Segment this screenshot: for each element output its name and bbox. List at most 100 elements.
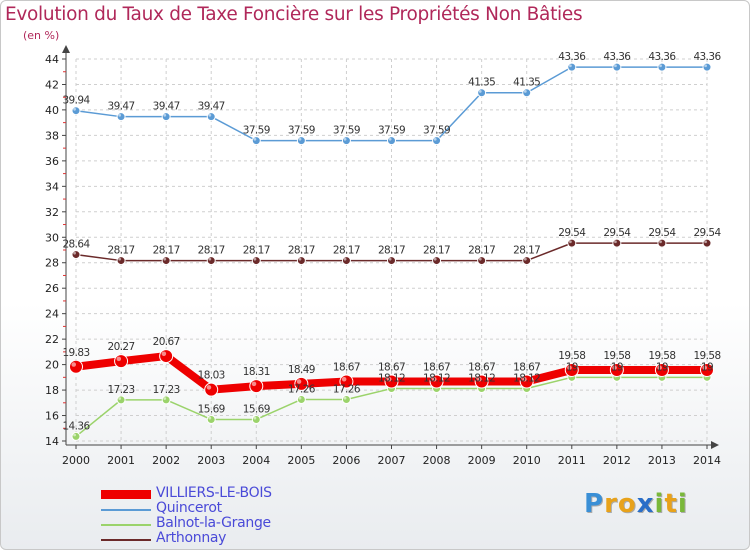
data-point-shine: [73, 433, 76, 437]
data-point: [116, 395, 126, 405]
data-point: [206, 256, 216, 266]
data-label: 43.36: [648, 51, 676, 63]
data-point: [432, 256, 442, 266]
x-tick-label: 2000: [62, 454, 90, 467]
data-label: 19: [566, 361, 578, 373]
data-labels-quincerot: 39.94 39.47 39.47 39.47 37.59 37.59 37.59 37.59…: [62, 51, 722, 137]
data-point-shine: [208, 257, 212, 261]
data-label: 17.23: [108, 384, 135, 396]
chart-title: Evolution du Taux de Taxe Foncière sur l…: [5, 4, 583, 25]
data-point-shine: [73, 107, 76, 111]
data-label: 41.35: [468, 77, 495, 89]
data-point-shine: [163, 113, 167, 117]
y-tick-label: 44: [45, 53, 59, 66]
data-point: [206, 414, 216, 424]
y-tick-label: 32: [45, 206, 59, 219]
data-point: [657, 62, 667, 72]
data-point-shine: [568, 240, 572, 244]
data-point-shine: [298, 137, 302, 141]
data-label: 19.58: [693, 350, 720, 362]
data-point-shine: [73, 251, 76, 255]
data-point: [341, 136, 351, 146]
data-label: 28.17: [288, 245, 315, 257]
data-point-shine: [523, 257, 527, 261]
data-label: 29.54: [648, 227, 676, 239]
y-axis-arrow: [62, 45, 70, 53]
data-point-shine: [386, 376, 392, 382]
data-point-shine: [568, 64, 572, 68]
data-label: 14.36: [62, 420, 90, 432]
y-tick-label: 16: [45, 410, 59, 423]
data-label: 17.23: [153, 384, 180, 396]
data-point-shine: [433, 257, 437, 261]
data-label: 18.12: [513, 373, 540, 385]
data-label: 18.03: [198, 370, 225, 382]
data-label: 28.64: [62, 239, 90, 251]
x-tick-label: 2012: [603, 454, 631, 467]
data-label: 18.67: [513, 362, 540, 374]
y-tick-label: 42: [45, 78, 59, 91]
data-point-shine: [208, 113, 212, 117]
y-tick-label: 20: [45, 359, 59, 372]
logo-letter: P: [584, 489, 605, 519]
data-label: 29.54: [603, 227, 631, 239]
data-point: [251, 136, 261, 146]
data-label: 18.12: [378, 373, 405, 385]
logo-letter: o: [617, 489, 637, 519]
y-tick-label: 26: [45, 282, 59, 295]
data-point: [522, 256, 532, 266]
y-tick-label: 36: [45, 155, 59, 168]
data-point: [387, 136, 396, 146]
data-point-shine: [298, 257, 302, 261]
data-point-shine: [161, 351, 167, 357]
data-point: [159, 349, 174, 364]
y-tick-label: 22: [45, 333, 59, 346]
data-point: [702, 62, 712, 72]
data-label: 20.67: [153, 336, 180, 348]
data-label: 18.12: [423, 373, 450, 385]
data-labels-arthonnay: 28.64 28.17 28.17 28.17 28.17 28.17 28.17 28.17…: [62, 227, 722, 257]
data-label: 19: [656, 361, 668, 373]
data-point: [567, 62, 577, 72]
data-label: 18.67: [468, 362, 495, 374]
y-tick-label: 28: [45, 257, 59, 270]
data-label: 29.54: [558, 227, 586, 239]
data-point-shine: [116, 356, 122, 362]
data-point-shine: [522, 376, 527, 382]
x-tick-label: 2009: [468, 454, 496, 467]
data-point-shine: [343, 137, 347, 141]
data-label: 19.58: [648, 350, 675, 362]
data-point: [432, 136, 442, 146]
data-point-shine: [523, 89, 527, 93]
x-tick-label: 2002: [152, 454, 180, 467]
data-label: 15.69: [198, 403, 225, 415]
chart-unit: (en %): [23, 29, 60, 42]
x-axis-arrow: [711, 441, 719, 449]
data-label: 19.58: [558, 350, 585, 362]
data-label: 29.54: [693, 227, 721, 239]
x-tick-label: 2003: [197, 454, 225, 467]
data-label: 17.26: [288, 383, 316, 395]
data-point-shine: [298, 396, 302, 400]
y-tick-label: 34: [45, 180, 59, 193]
data-point: [657, 238, 667, 248]
data-label: 37.59: [243, 125, 270, 137]
data-point-shine: [704, 64, 707, 68]
data-point-shine: [702, 365, 707, 370]
x-tick-label: 2007: [378, 454, 406, 467]
data-point: [296, 394, 306, 404]
data-label: 15.69: [243, 403, 270, 415]
data-point: [69, 359, 83, 374]
data-point: [612, 62, 622, 72]
data-point-shine: [208, 416, 212, 420]
data-point-shine: [206, 385, 212, 390]
data-label: 37.59: [333, 125, 360, 137]
y-tick-label: 24: [45, 308, 59, 321]
data-point: [477, 88, 487, 98]
data-point: [522, 88, 532, 98]
data-point-shine: [253, 257, 257, 261]
data-label: 19.58: [603, 350, 630, 362]
data-point: [341, 394, 351, 404]
